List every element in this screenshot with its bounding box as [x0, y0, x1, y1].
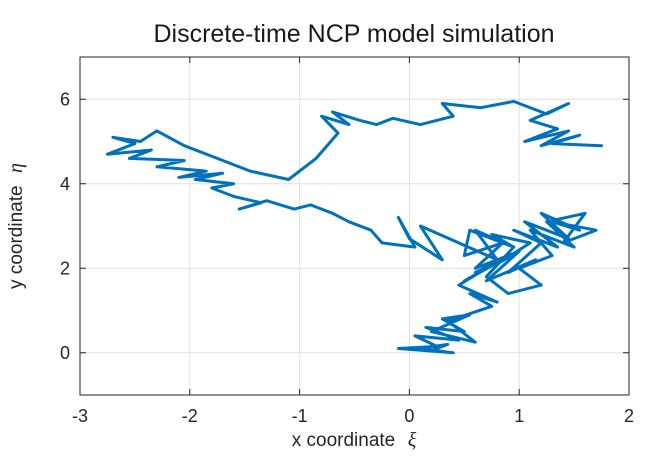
chart-title: Discrete-time NCP model simulation	[153, 20, 554, 48]
x-axis-label: x coordinate ξ	[292, 429, 417, 451]
y-tick-label: 0	[60, 343, 70, 363]
x-tick-label: 0	[404, 406, 414, 426]
x-tick-label: -1	[292, 406, 308, 426]
grid-lines	[79, 57, 630, 395]
plot-frame	[79, 56, 630, 396]
tick-labels: -3 -2 -1 0 1 2 0 2 4 6	[60, 89, 634, 426]
y-tick-label: 4	[60, 174, 70, 194]
x-axis-symbol: ξ	[408, 429, 417, 451]
y-tick-label: 2	[60, 258, 70, 278]
x-axis-label-text: x coordinate	[292, 430, 396, 451]
y-axis-label: y coordinate η	[5, 163, 27, 289]
x-tick-label: -2	[182, 406, 198, 426]
series-line	[106, 99, 603, 355]
axis-ticks	[79, 57, 630, 395]
y-axis-label-text: y coordinate	[6, 185, 27, 289]
x-tick-label: 2	[624, 406, 634, 426]
x-tick-label: 1	[514, 406, 524, 426]
y-axis-symbol: η	[5, 163, 27, 173]
x-tick-label: -3	[72, 406, 88, 426]
y-tick-label: 6	[60, 89, 70, 109]
